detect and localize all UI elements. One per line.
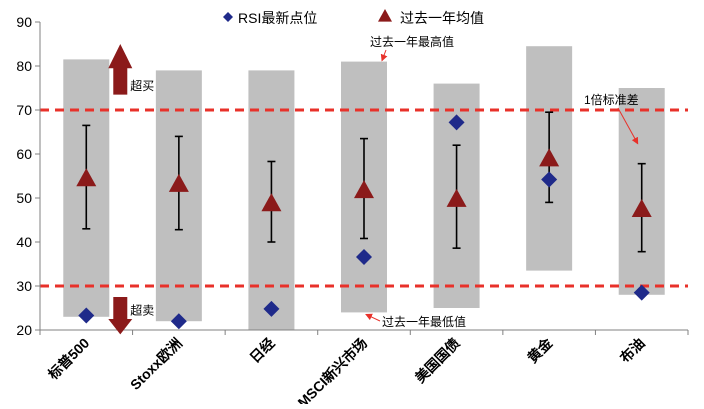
mean-point-2 (261, 193, 282, 212)
mean-point-4 (446, 188, 467, 207)
overbought-arrow (108, 44, 133, 95)
y-tick-label-60: 60 (16, 146, 32, 162)
x-category-label-2: 日经 (246, 335, 277, 366)
markers-layer (76, 114, 652, 330)
rsi-point-5 (541, 171, 558, 188)
rsi-point-0 (78, 307, 95, 324)
std-label: 1倍标准差 (584, 92, 639, 107)
y-tick-label-70: 70 (16, 102, 32, 118)
mean-point-5 (539, 148, 560, 167)
std-pointer (617, 107, 639, 145)
overbought-label: 超买 (130, 78, 154, 93)
y-tick-label-90: 90 (16, 14, 32, 30)
mean-point-1 (168, 173, 189, 192)
oversold-arrow (108, 297, 133, 335)
min-label: 过去一年最低值 (382, 314, 466, 329)
mean-point-0 (76, 168, 97, 187)
legend-label-0: RSI最新点位 (238, 10, 317, 26)
y-tick-label-40: 40 (16, 234, 32, 250)
max-label: 过去一年最高值 (370, 34, 454, 49)
x-category-label-3: MSCI新兴市场 (294, 335, 370, 404)
reference-lines-layer (40, 108, 688, 288)
x-category-label-0: 标普500 (44, 335, 92, 383)
y-tick-label-50: 50 (16, 190, 32, 206)
y-tick-label-30: 30 (16, 278, 32, 294)
oversold-label: 超卖 (130, 303, 154, 318)
legend: RSI最新点位 过去一年均值 (223, 9, 484, 26)
legend-marker-0 (223, 12, 233, 22)
legend-label-1: 过去一年均值 (400, 10, 484, 26)
mean-point-3 (354, 180, 374, 199)
rsi-point-1 (170, 313, 187, 330)
x-category-label-6: 布油 (617, 335, 648, 366)
rsi-point-6 (633, 284, 650, 301)
y-tick-label-80: 80 (16, 58, 32, 74)
rsi-point-3 (356, 248, 372, 265)
min-pointer (365, 313, 381, 322)
x-category-label-4: 美国国债 (412, 335, 463, 386)
rsi-point-2 (263, 300, 280, 317)
mean-point-6 (631, 199, 652, 217)
x-category-label-1: Stoxx欧洲 (127, 335, 185, 393)
max-pointer (380, 49, 388, 62)
y-tick-label-20: 20 (16, 322, 32, 338)
x-category-label-5: 黄金 (524, 334, 556, 366)
legend-marker-1 (378, 9, 392, 22)
rsi-point-4 (448, 114, 465, 131)
